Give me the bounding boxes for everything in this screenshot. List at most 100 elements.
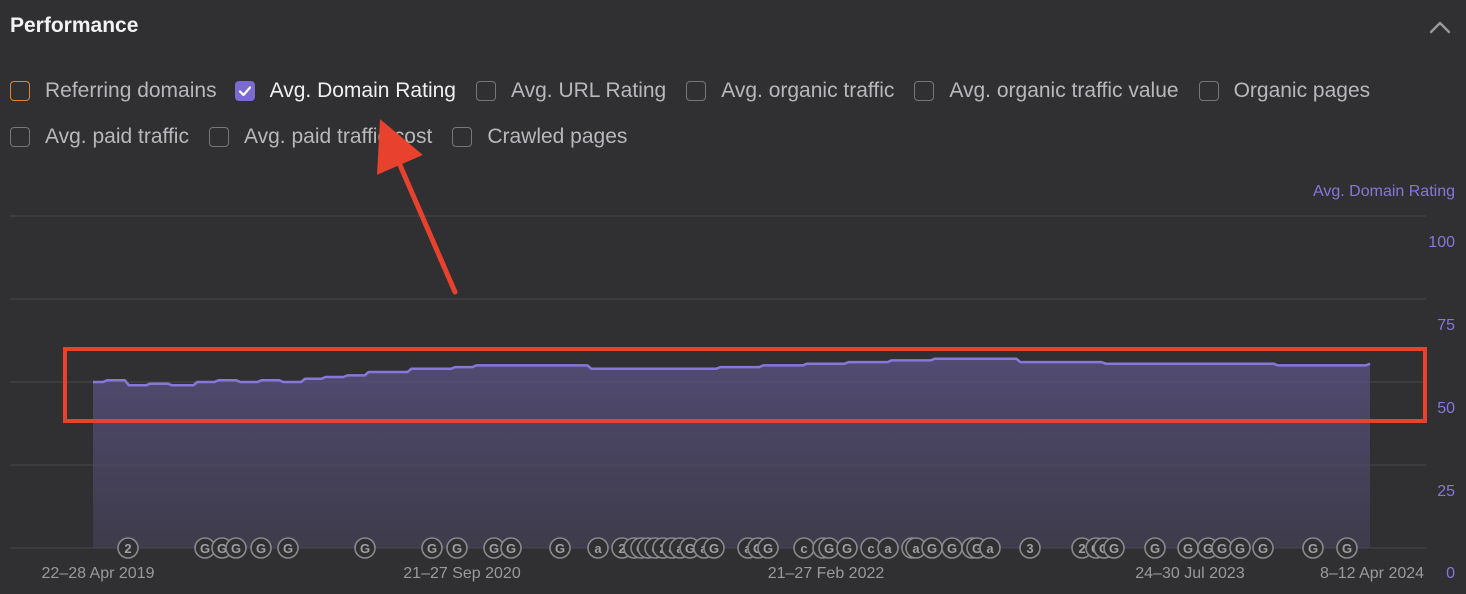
event-marker-label: G bbox=[427, 541, 437, 556]
series-area bbox=[93, 358, 1370, 548]
checkbox-icon[interactable] bbox=[10, 81, 30, 101]
y-tick-label: 100 bbox=[1428, 234, 1455, 251]
event-marker[interactable]: G bbox=[500, 537, 522, 559]
event-marker-label: G bbox=[1258, 541, 1268, 556]
x-tick-label: 22–28 Apr 2019 bbox=[42, 565, 155, 582]
event-marker[interactable]: G bbox=[250, 537, 272, 559]
event-marker[interactable]: G bbox=[1177, 537, 1199, 559]
filter-organic-pages[interactable]: Organic pages bbox=[1198, 79, 1370, 103]
event-marker[interactable]: G bbox=[1103, 537, 1125, 559]
event-marker[interactable]: G bbox=[703, 537, 725, 559]
event-marker-label: G bbox=[824, 541, 834, 556]
event-marker[interactable]: G bbox=[1252, 537, 1274, 559]
event-marker-label: G bbox=[555, 541, 565, 556]
checkbox-icon[interactable] bbox=[1198, 81, 1219, 101]
series-line bbox=[93, 357, 1371, 387]
event-marker[interactable]: G bbox=[354, 537, 376, 559]
filter-avg-organic-traffic-value[interactable]: Avg. organic traffic value bbox=[914, 79, 1179, 103]
event-marker-label: G bbox=[231, 541, 241, 556]
x-tick-label: 24–30 Jul 2023 bbox=[1135, 565, 1245, 582]
event-marker[interactable]: a bbox=[979, 537, 1001, 559]
filter-crawled-pages[interactable]: Crawled pages bbox=[452, 125, 627, 149]
event-marker[interactable]: G bbox=[836, 537, 858, 559]
checkbox-icon[interactable] bbox=[208, 127, 229, 147]
event-marker-label: G bbox=[1183, 541, 1193, 556]
event-marker-label: G bbox=[709, 541, 719, 556]
event-marker[interactable]: G bbox=[818, 537, 840, 559]
event-marker-label: G bbox=[685, 541, 695, 556]
checkbox-icon[interactable] bbox=[686, 81, 707, 101]
filter-referring-domains[interactable]: Referring domains bbox=[10, 79, 217, 103]
event-marker-label: G bbox=[1109, 541, 1119, 556]
event-marker[interactable]: G bbox=[1211, 537, 1233, 559]
filter-avg-organic-traffic[interactable]: Avg. organic traffic bbox=[686, 79, 894, 103]
event-marker-label: G bbox=[1342, 541, 1352, 556]
event-marker[interactable]: a bbox=[877, 537, 899, 559]
filter-label: Avg. organic traffic value bbox=[949, 79, 1179, 102]
y-tick-label: 0 bbox=[1446, 565, 1455, 582]
event-marker-circle bbox=[979, 537, 1001, 559]
event-marker[interactable]: G bbox=[549, 537, 571, 559]
event-marker-label: G bbox=[947, 541, 957, 556]
checkbox-icon[interactable] bbox=[452, 127, 473, 147]
event-marker[interactable]: G bbox=[483, 537, 505, 559]
checkbox-checked-icon[interactable] bbox=[234, 81, 255, 101]
event-marker-label: G bbox=[256, 541, 266, 556]
event-marker-label: G bbox=[1235, 541, 1245, 556]
event-marker[interactable]: G bbox=[1229, 537, 1251, 559]
event-marker[interactable]: 3 bbox=[1019, 537, 1041, 559]
filter-avg-domain-rating[interactable]: Avg. Domain Rating bbox=[234, 79, 456, 103]
event-marker[interactable]: a bbox=[587, 537, 609, 559]
event-marker-circle bbox=[446, 537, 468, 559]
event-marker-circle bbox=[500, 537, 522, 559]
y-tick-label: 50 bbox=[1437, 400, 1455, 417]
highlight-box bbox=[63, 347, 1427, 423]
event-marker-label: a bbox=[884, 541, 892, 556]
event-marker[interactable]: G bbox=[421, 537, 443, 559]
event-marker-circle bbox=[1103, 537, 1125, 559]
event-marker-label: 2 bbox=[1078, 541, 1085, 556]
checkbox-icon[interactable] bbox=[10, 127, 30, 147]
event-marker-circle bbox=[225, 537, 247, 559]
event-marker[interactable]: G bbox=[757, 537, 779, 559]
filter-label: Crawled pages bbox=[487, 125, 628, 148]
event-marker[interactable]: G bbox=[277, 537, 299, 559]
event-marker-label: G bbox=[842, 541, 852, 556]
filter-label: Avg. Domain Rating bbox=[269, 79, 456, 102]
event-marker-label: G bbox=[972, 541, 982, 556]
event-marker-circle bbox=[836, 537, 858, 559]
filter-label: Avg. paid traffic bbox=[45, 125, 189, 148]
event-marker[interactable]: c bbox=[793, 537, 815, 559]
event-marker-label: G bbox=[217, 541, 227, 556]
filter-label: Avg. URL Rating bbox=[510, 79, 667, 102]
event-marker[interactable]: G bbox=[1144, 537, 1166, 559]
annotation-arrow bbox=[377, 119, 458, 295]
filter-avg-url-rating[interactable]: Avg. URL Rating bbox=[475, 79, 667, 103]
event-marker[interactable]: G bbox=[941, 537, 963, 559]
checkbox-icon[interactable] bbox=[475, 81, 496, 101]
event-marker-label: G bbox=[1203, 541, 1213, 556]
event-marker[interactable]: G bbox=[921, 537, 943, 559]
event-marker-label: c bbox=[867, 541, 874, 556]
event-marker-circle bbox=[250, 537, 272, 559]
event-marker-label: a bbox=[594, 541, 602, 556]
event-marker-label: G bbox=[283, 541, 293, 556]
metric-filters: Referring domains Avg. Domain Rating Avg… bbox=[10, 75, 1460, 167]
event-marker-circle bbox=[703, 537, 725, 559]
event-marker-label: c bbox=[800, 541, 807, 556]
event-marker-circle bbox=[1229, 537, 1251, 559]
checkbox-icon[interactable] bbox=[914, 81, 935, 101]
event-marker-circle bbox=[757, 537, 779, 559]
event-marker-circle bbox=[549, 537, 571, 559]
chevron-up-icon[interactable] bbox=[1426, 14, 1454, 42]
event-marker-label: a bbox=[986, 541, 994, 556]
event-marker[interactable]: G bbox=[1336, 537, 1358, 559]
event-marker[interactable]: G bbox=[225, 537, 247, 559]
event-marker[interactable]: G bbox=[1302, 537, 1324, 559]
event-marker-label: 2 bbox=[124, 541, 131, 556]
event-marker-label: G bbox=[1150, 541, 1160, 556]
event-marker[interactable]: 2 bbox=[117, 537, 139, 559]
event-marker[interactable]: G bbox=[446, 537, 468, 559]
filter-avg-paid-traffic[interactable]: Avg. paid traffic bbox=[10, 125, 189, 149]
